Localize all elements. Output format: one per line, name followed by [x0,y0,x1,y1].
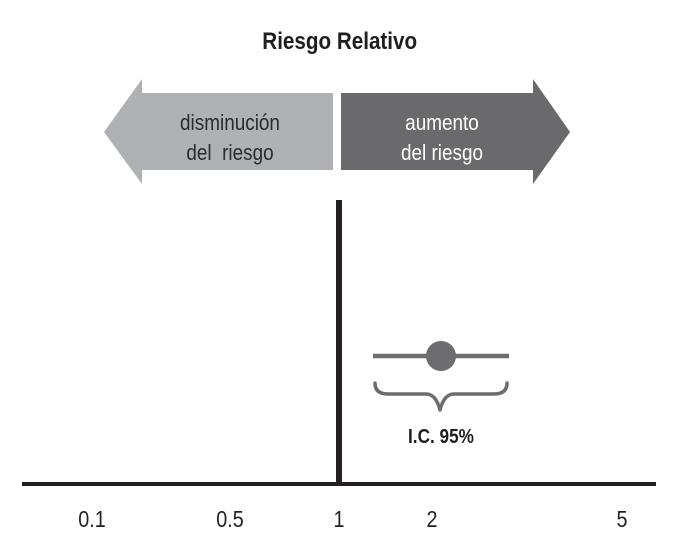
increase-risk-label-line1: aumento [405,110,479,135]
point-estimate-marker [426,341,456,371]
x-tick-label: 0.1 [78,506,106,532]
decrease-risk-label-line1: disminución [180,110,280,135]
ci-brace [373,381,509,412]
x-tick-label: 1 [333,506,345,532]
increase-risk-label: aumento del riesgo [363,108,521,168]
figure-title: Riesgo Relativo [262,28,418,55]
increase-risk-label-line2: del riesgo [400,140,484,165]
decrease-risk-label: disminución del riesgo [151,108,309,168]
decrease-risk-label-line2: del riesgo [186,140,274,165]
x-tick-label: 0.5 [216,506,244,532]
confidence-interval-label: I.C. 95% [408,426,474,448]
increase-risk-arrow [341,79,570,184]
decrease-risk-arrow [104,79,333,184]
x-tick-label: 2 [426,506,438,532]
x-tick-label: 5 [616,506,628,532]
